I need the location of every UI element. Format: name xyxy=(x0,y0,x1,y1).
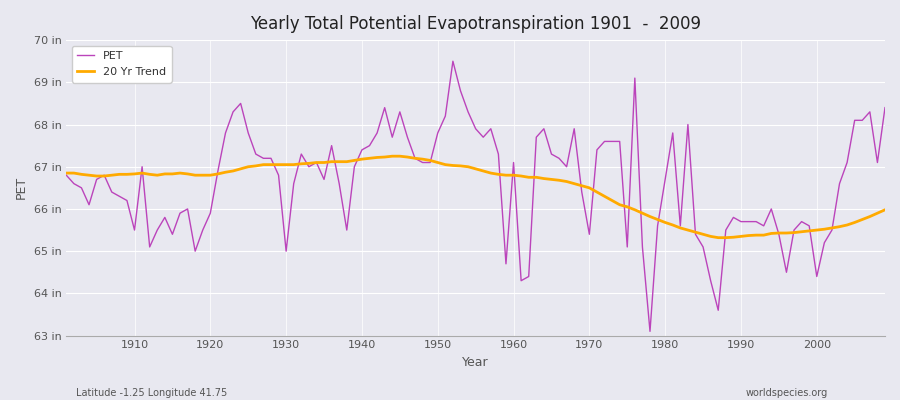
PET xyxy=(516,278,526,283)
PET xyxy=(447,59,458,64)
Y-axis label: PET: PET xyxy=(15,176,28,200)
20 Yr Trend xyxy=(387,154,398,158)
Text: worldspecies.org: worldspecies.org xyxy=(746,388,828,398)
20 Yr Trend xyxy=(61,171,72,176)
Line: 20 Yr Trend: 20 Yr Trend xyxy=(67,156,885,238)
Legend: PET, 20 Yr Trend: PET, 20 Yr Trend xyxy=(72,46,172,82)
PET xyxy=(607,139,617,144)
PET xyxy=(61,173,72,178)
PET xyxy=(334,181,345,186)
20 Yr Trend xyxy=(288,162,299,167)
PET xyxy=(508,160,519,165)
X-axis label: Year: Year xyxy=(463,356,489,369)
PET xyxy=(122,198,132,203)
20 Yr Trend xyxy=(334,159,345,164)
PET xyxy=(879,105,890,110)
20 Yr Trend xyxy=(607,198,617,203)
Title: Yearly Total Potential Evapotranspiration 1901  -  2009: Yearly Total Potential Evapotranspiratio… xyxy=(250,15,701,33)
20 Yr Trend xyxy=(516,174,526,178)
20 Yr Trend xyxy=(508,173,519,178)
PET xyxy=(288,181,299,186)
PET xyxy=(644,329,655,334)
20 Yr Trend xyxy=(879,207,890,212)
20 Yr Trend xyxy=(122,172,132,177)
Text: Latitude -1.25 Longitude 41.75: Latitude -1.25 Longitude 41.75 xyxy=(76,388,228,398)
Line: PET: PET xyxy=(67,61,885,331)
20 Yr Trend xyxy=(713,235,724,240)
